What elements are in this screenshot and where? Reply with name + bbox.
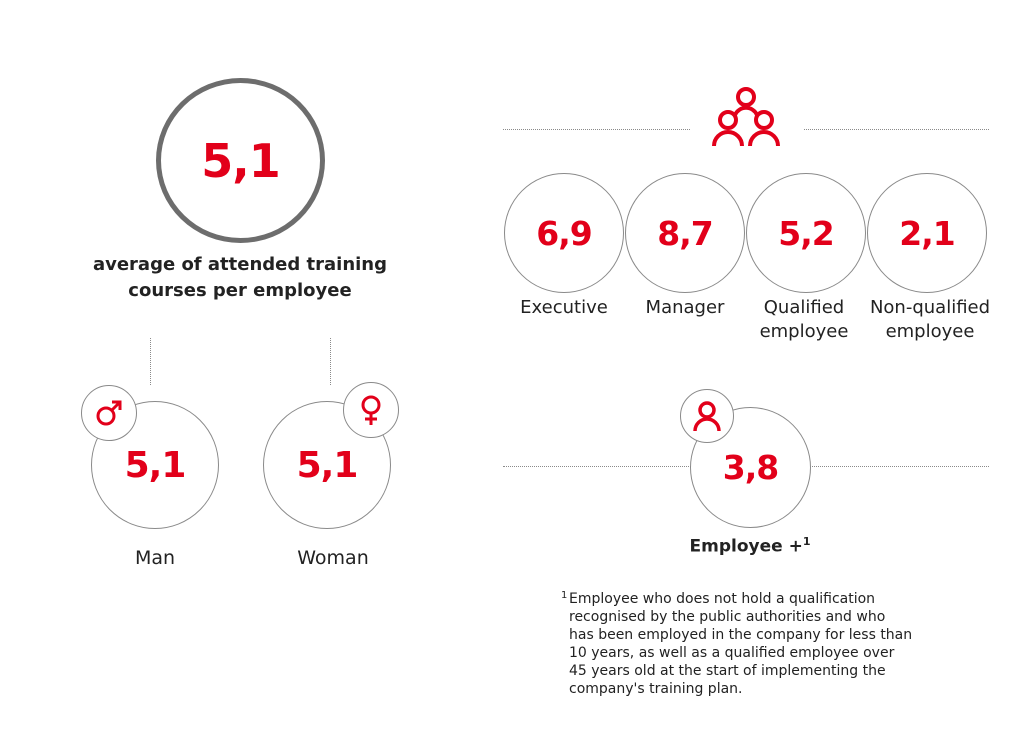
- male-icon: [96, 400, 122, 426]
- manager-value: 8,7: [657, 213, 713, 253]
- employee-plus-value: 3,8: [722, 448, 779, 487]
- non-qualified-circle: 2,1: [867, 173, 987, 293]
- overall-caption-line1: average of attended training: [92, 254, 388, 275]
- woman-connector: [330, 338, 331, 385]
- manager-label-line1: Manager: [645, 297, 725, 318]
- qualified-circle: 5,2: [746, 173, 866, 293]
- executive-label: Executive: [496, 296, 632, 320]
- qualified-value: 5,2: [778, 213, 834, 253]
- footnote-line: recognised by the public authorities and…: [569, 609, 886, 625]
- footnote-marker: 1: [561, 590, 568, 601]
- executive-label-line1: Executive: [520, 297, 608, 318]
- footnote-line: company's training plan.: [569, 681, 743, 697]
- footnote-line: 45 years old at the start of implementin…: [569, 663, 886, 679]
- female-icon: [361, 395, 381, 425]
- employee-plus-label-text: Employee +: [689, 536, 803, 557]
- group-divider-right: [804, 129, 989, 130]
- non-qualified-label-line1: Non-qualified: [869, 297, 991, 318]
- non-qualified-label: Non-qualified employee: [858, 296, 1002, 344]
- man-label: Man: [134, 547, 176, 569]
- man-connector: [150, 338, 151, 385]
- qualified-label-line2: employee: [759, 321, 849, 342]
- female-badge: [343, 382, 399, 438]
- footnote-line: has been employed in the company for les…: [569, 627, 913, 643]
- man-value: 5,1: [124, 444, 187, 486]
- qualified-label: Qualified employee: [736, 296, 872, 344]
- woman-value: 5,1: [296, 444, 359, 486]
- employee-plus-superscript: 1: [802, 535, 811, 548]
- non-qualified-value: 2,1: [899, 213, 955, 253]
- woman-label: Woman: [297, 547, 369, 569]
- person-icon: [693, 401, 721, 432]
- employee-plus-label: Employee +1: [660, 535, 840, 557]
- non-qualified-label-line2: employee: [885, 321, 975, 342]
- man-circle: 5,1: [91, 401, 219, 529]
- manager-label: Manager: [617, 296, 753, 320]
- overall-circle: 5,1: [156, 78, 325, 243]
- male-badge: [81, 385, 137, 441]
- executive-circle: 6,9: [504, 173, 624, 293]
- qualified-label-line1: Qualified: [763, 297, 845, 318]
- overall-caption-line2: courses per employee: [128, 280, 352, 301]
- footnote-line: 10 years, as well as a qualified employe…: [569, 645, 895, 661]
- footnote: 1 Employee who does not hold a qualifica…: [561, 590, 981, 698]
- overall-value: 5,1: [201, 133, 280, 188]
- footnote-text: Employee who does not hold a qualificati…: [569, 590, 981, 698]
- footnote-line: Employee who does not hold a qualificati…: [569, 591, 876, 607]
- group-people-icon: [712, 87, 780, 147]
- manager-circle: 8,7: [625, 173, 745, 293]
- executive-value: 6,9: [536, 213, 592, 253]
- employee-badge: [680, 389, 734, 443]
- overall-caption: average of attended training courses per…: [90, 252, 390, 304]
- group-divider-left: [503, 129, 690, 130]
